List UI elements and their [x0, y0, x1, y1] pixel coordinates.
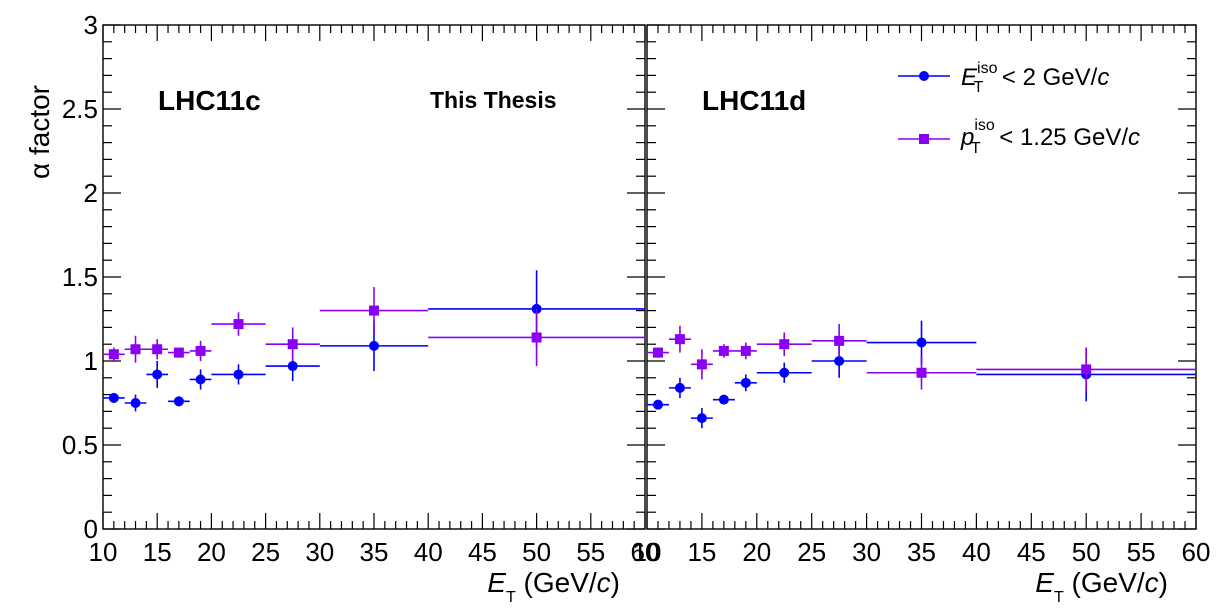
y-axis-title: α factor	[24, 85, 55, 179]
data-point	[740, 377, 751, 388]
data-point	[233, 369, 244, 380]
legend: Eiso T < 2 GeV/c piso T < 1.25 GeV/c	[898, 60, 1140, 157]
x-tick-label: 35	[907, 537, 936, 567]
data-point	[195, 345, 206, 356]
data-point	[916, 367, 927, 378]
data-point	[130, 398, 141, 408]
x-tick-label: 25	[251, 537, 280, 567]
data-point	[173, 396, 184, 407]
data-point	[287, 339, 298, 350]
legend-text-eiso: Eiso T < 2 GeV/c	[961, 60, 1109, 96]
legend-text-piso: piso T < 1.25 GeV/c	[960, 117, 1140, 157]
data-point	[152, 369, 163, 380]
x-tick-label: 10	[633, 537, 662, 567]
data-point	[779, 339, 790, 350]
x-tick-label: 30	[852, 537, 881, 567]
data-point	[916, 337, 927, 348]
panel-label-lhc11d: LHC11d	[702, 85, 806, 116]
x-tick-label: 50	[522, 537, 551, 567]
y-tick-label: 1.5	[62, 262, 98, 292]
data-point	[652, 399, 663, 410]
data-point	[696, 413, 707, 424]
x-tick-label: 60	[1182, 537, 1211, 567]
data-point	[779, 367, 790, 378]
series-piso	[103, 287, 645, 367]
data-point	[740, 345, 751, 356]
data-point	[834, 356, 845, 366]
panels: 10 15 20 25 30 35 40 45 50 55 60 0 0.5 1 1.5 2 2.5 3 10 15 2…	[62, 10, 1211, 567]
x-tick-label: 25	[797, 537, 826, 567]
data-point	[195, 374, 206, 385]
x-tick-label: 35	[360, 537, 389, 567]
data-point	[173, 347, 184, 358]
x-axis-title-left: ET (GeV/c)	[487, 567, 620, 606]
data-point	[718, 345, 729, 356]
data-point	[652, 347, 663, 358]
panel-1: 10 15 20 25 30 35 40 45 50 55 60	[633, 24, 1211, 567]
series-piso	[647, 324, 1196, 392]
legend-marker-eiso	[919, 71, 929, 81]
data-point	[287, 361, 298, 372]
watermark-this-thesis: This Thesis	[430, 87, 557, 113]
data-point	[1081, 364, 1092, 375]
data-point	[152, 344, 163, 355]
data-point	[108, 392, 119, 403]
y-tick-label: 0	[84, 514, 98, 544]
data-point	[674, 382, 685, 393]
data-point	[233, 319, 244, 330]
data-point	[696, 359, 707, 370]
x-tick-label: 45	[1017, 537, 1046, 567]
data-point	[108, 349, 119, 360]
x-tick-label: 45	[468, 537, 497, 567]
x-tick-label: 55	[576, 537, 605, 567]
panel-label-lhc11c: LHC11c	[158, 85, 261, 116]
x-tick-label: 15	[143, 537, 172, 567]
data-point	[531, 332, 542, 343]
y-tick-label: 1	[84, 346, 98, 376]
x-axis-title-right: ET (GeV/c)	[1035, 567, 1168, 606]
data-point	[718, 394, 729, 405]
x-tick-label: 55	[1127, 537, 1156, 567]
y-tick-label: 2.5	[62, 94, 98, 124]
panel-0: 10 15 20 25 30 35 40 45 50 55 60 0 0.5 1 1.5 2 2.5 3	[62, 10, 660, 567]
x-tick-label: 40	[962, 537, 991, 567]
data-point	[674, 334, 685, 345]
legend-marker-piso	[919, 134, 929, 144]
data-point	[369, 340, 379, 351]
x-tick-label: 60	[631, 537, 660, 567]
y-tick-label: 3	[84, 10, 98, 40]
y-tick-label: 0.5	[62, 430, 98, 460]
x-tick-label: 50	[1072, 537, 1101, 567]
data-point	[130, 344, 141, 355]
x-tick-label: 30	[305, 537, 334, 567]
y-tick-label: 2	[84, 178, 98, 208]
x-tick-label: 40	[414, 537, 443, 567]
x-tick-label: 15	[687, 537, 716, 567]
data-point	[834, 335, 845, 346]
x-tick-label: 20	[197, 537, 226, 567]
x-tick-label: 20	[742, 537, 771, 567]
data-point	[369, 305, 379, 316]
x-tick-label: 10	[89, 537, 118, 567]
